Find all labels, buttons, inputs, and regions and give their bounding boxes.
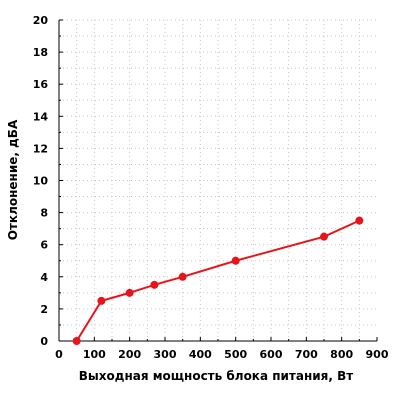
- x-axis-title: Выходная мощность блока питания, Вт: [79, 369, 354, 383]
- data-point: [150, 280, 159, 289]
- x-tick-label: 800: [330, 348, 353, 361]
- x-tick-label: 100: [83, 348, 106, 361]
- y-tick-label: 16: [33, 78, 49, 91]
- x-tick-label: 900: [366, 348, 389, 361]
- data-point: [320, 232, 328, 241]
- y-axis-ticks: 0 2 4 6 8 10 12 14 16 18 20: [33, 14, 63, 348]
- data-point: [231, 256, 240, 265]
- data-point: [72, 337, 81, 345]
- y-tick-label: 8: [40, 207, 48, 220]
- data-point: [125, 288, 134, 297]
- y-tick-label: 4: [40, 271, 48, 284]
- series: [72, 216, 364, 345]
- y-tick-label: 12: [33, 142, 48, 155]
- x-tick-label: 600: [260, 348, 283, 361]
- data-point: [178, 272, 187, 281]
- x-tick-label: 500: [224, 348, 247, 361]
- x-axis-ticks: 0 100 200 300 400 500 600 700 800 900: [55, 337, 389, 361]
- y-tick-label: 6: [40, 239, 48, 252]
- y-tick-label: 2: [40, 303, 48, 316]
- x-tick-label: 400: [189, 348, 212, 361]
- y-axis-title: Отклонение, дБА: [6, 119, 20, 240]
- series-line: [75, 219, 360, 342]
- y-tick-label: 0: [40, 335, 48, 348]
- x-tick-label: 300: [154, 348, 177, 361]
- grid: [59, 19, 377, 341]
- x-tick-label: 0: [55, 348, 63, 361]
- y-tick-label: 14: [33, 110, 49, 123]
- y-tick-label: 10: [33, 175, 49, 188]
- y-tick-label: 18: [33, 46, 48, 59]
- x-tick-label: 200: [118, 348, 141, 361]
- y-tick-label: 20: [33, 14, 49, 27]
- data-point: [355, 216, 364, 225]
- x-tick-label: 700: [295, 348, 318, 361]
- data-point: [97, 296, 106, 305]
